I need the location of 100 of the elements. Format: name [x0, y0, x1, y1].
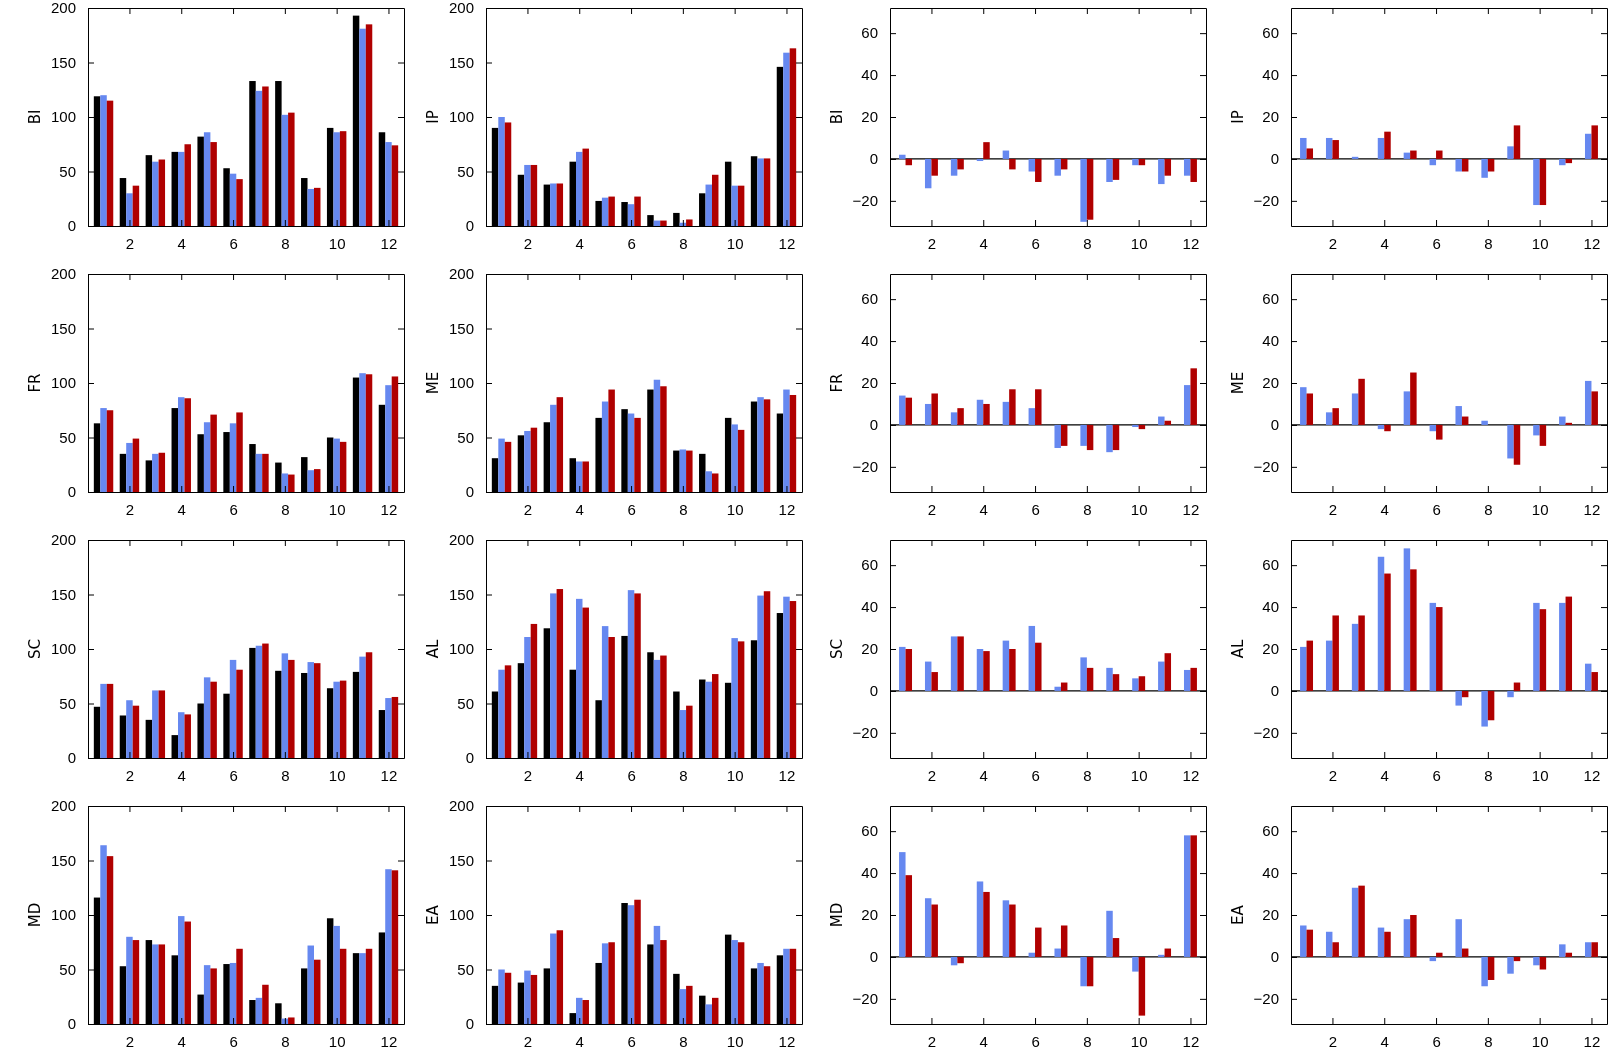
y-tick-label: 0	[67, 1015, 76, 1033]
x-tick-label: 10	[726, 234, 744, 252]
x-tick-label: 10	[726, 500, 744, 518]
x-tick-label: 12	[1182, 500, 1200, 518]
y-tick-label: 200	[50, 0, 76, 17]
y-axis-title: BI	[828, 109, 846, 125]
x-tick-label: 8	[281, 766, 290, 784]
y-tick-label: −20	[1253, 192, 1279, 210]
y-tick-label: 150	[448, 53, 474, 71]
x-tick-label: 4	[1380, 766, 1389, 784]
y-tick-label: 100	[448, 108, 474, 126]
x-tick-label: 10	[726, 766, 744, 784]
y-axis-title: ME	[1229, 371, 1247, 395]
x-tick-label: 6	[1432, 234, 1441, 252]
y-tick-label: 150	[448, 851, 474, 869]
x-tick-label: 4	[177, 234, 186, 252]
y-tick-label: −20	[1253, 990, 1279, 1008]
y-axis-title: IP	[1229, 110, 1247, 124]
y-tick-label: 200	[448, 531, 474, 549]
y-axis-title: EA	[424, 904, 442, 925]
x-tick-label: 2	[125, 500, 135, 518]
x-tick-label: 2	[1328, 766, 1338, 784]
x-tick-label: 4	[177, 1032, 186, 1050]
x-tick-label: 6	[1031, 1032, 1040, 1050]
x-tick-label: 2	[125, 766, 135, 784]
x-tick-label: 4	[177, 500, 186, 518]
y-tick-label: −20	[852, 458, 878, 476]
x-tick-label: 2	[125, 234, 135, 252]
y-tick-label: 20	[1262, 906, 1279, 924]
y-tick-label: 50	[457, 694, 474, 712]
y-axis-title: ME	[424, 371, 442, 395]
y-tick-label: 60	[1262, 24, 1279, 42]
y-tick-label: 20	[861, 640, 878, 658]
y-tick-label: 40	[861, 864, 878, 882]
x-tick-label: 10	[1130, 1032, 1148, 1050]
y-tick-label: 200	[50, 531, 76, 549]
y-tick-label: 100	[448, 640, 474, 658]
x-tick-label: 12	[778, 766, 796, 784]
y-axis-title: FR	[828, 373, 846, 393]
x-tick-label: 8	[1083, 500, 1092, 518]
y-tick-label: 0	[869, 682, 878, 700]
x-tick-label: 8	[1484, 234, 1493, 252]
y-tick-label: −20	[852, 724, 878, 742]
y-tick-label: 100	[50, 640, 76, 658]
x-tick-label: 4	[575, 234, 584, 252]
x-tick-label: 6	[627, 234, 636, 252]
x-tick-label: 8	[1083, 766, 1092, 784]
x-tick-label: 4	[979, 500, 988, 518]
y-tick-label: 150	[50, 53, 76, 71]
x-tick-label: 6	[1432, 1032, 1441, 1050]
x-tick-label: 10	[1531, 500, 1549, 518]
x-tick-label: 2	[523, 1032, 533, 1050]
y-tick-label: 0	[465, 483, 474, 501]
x-tick-label: 12	[380, 1032, 398, 1050]
y-tick-label: 60	[1262, 822, 1279, 840]
x-tick-label: 4	[575, 766, 584, 784]
y-tick-label: 40	[861, 598, 878, 616]
y-tick-label: 0	[465, 217, 474, 235]
x-tick-label: 4	[177, 766, 186, 784]
y-tick-label: 60	[1262, 556, 1279, 574]
y-axis-title: MD	[828, 902, 846, 928]
x-tick-label: 8	[679, 500, 688, 518]
x-tick-label: 6	[229, 1032, 238, 1050]
x-tick-label: 6	[627, 500, 636, 518]
x-tick-label: 12	[1583, 500, 1601, 518]
y-tick-label: 0	[67, 217, 76, 235]
x-tick-label: 12	[1583, 766, 1601, 784]
y-tick-label: 20	[861, 108, 878, 126]
y-tick-label: 0	[869, 416, 878, 434]
x-tick-label: 12	[778, 500, 796, 518]
y-axis-title: AL	[1229, 639, 1247, 659]
y-tick-label: 0	[67, 483, 76, 501]
x-tick-label: 4	[1380, 234, 1389, 252]
x-tick-label: 10	[1130, 500, 1148, 518]
y-tick-label: −20	[1253, 724, 1279, 742]
x-tick-label: 10	[1130, 766, 1148, 784]
x-tick-label: 8	[679, 766, 688, 784]
y-tick-label: 40	[1262, 598, 1279, 616]
y-tick-label: 150	[50, 585, 76, 603]
x-tick-label: 6	[1432, 766, 1441, 784]
x-tick-label: 2	[927, 234, 937, 252]
y-tick-label: 50	[59, 694, 76, 712]
y-tick-label: 200	[448, 265, 474, 283]
x-tick-label: 2	[927, 1032, 937, 1050]
x-tick-label: 6	[229, 234, 238, 252]
x-tick-label: 6	[1432, 500, 1441, 518]
x-tick-label: 6	[627, 1032, 636, 1050]
y-tick-label: −20	[852, 192, 878, 210]
x-tick-label: 8	[1484, 766, 1493, 784]
y-tick-label: 200	[50, 797, 76, 815]
x-tick-label: 4	[575, 1032, 584, 1050]
y-tick-label: 0	[869, 150, 878, 168]
x-tick-label: 8	[1083, 234, 1092, 252]
y-axis-title: SC	[26, 639, 44, 659]
y-tick-label: 150	[50, 319, 76, 337]
x-tick-label: 12	[1182, 234, 1200, 252]
y-tick-label: 60	[861, 822, 878, 840]
x-tick-label: 4	[979, 234, 988, 252]
y-tick-label: 0	[869, 948, 878, 966]
x-tick-label: 2	[125, 1032, 135, 1050]
